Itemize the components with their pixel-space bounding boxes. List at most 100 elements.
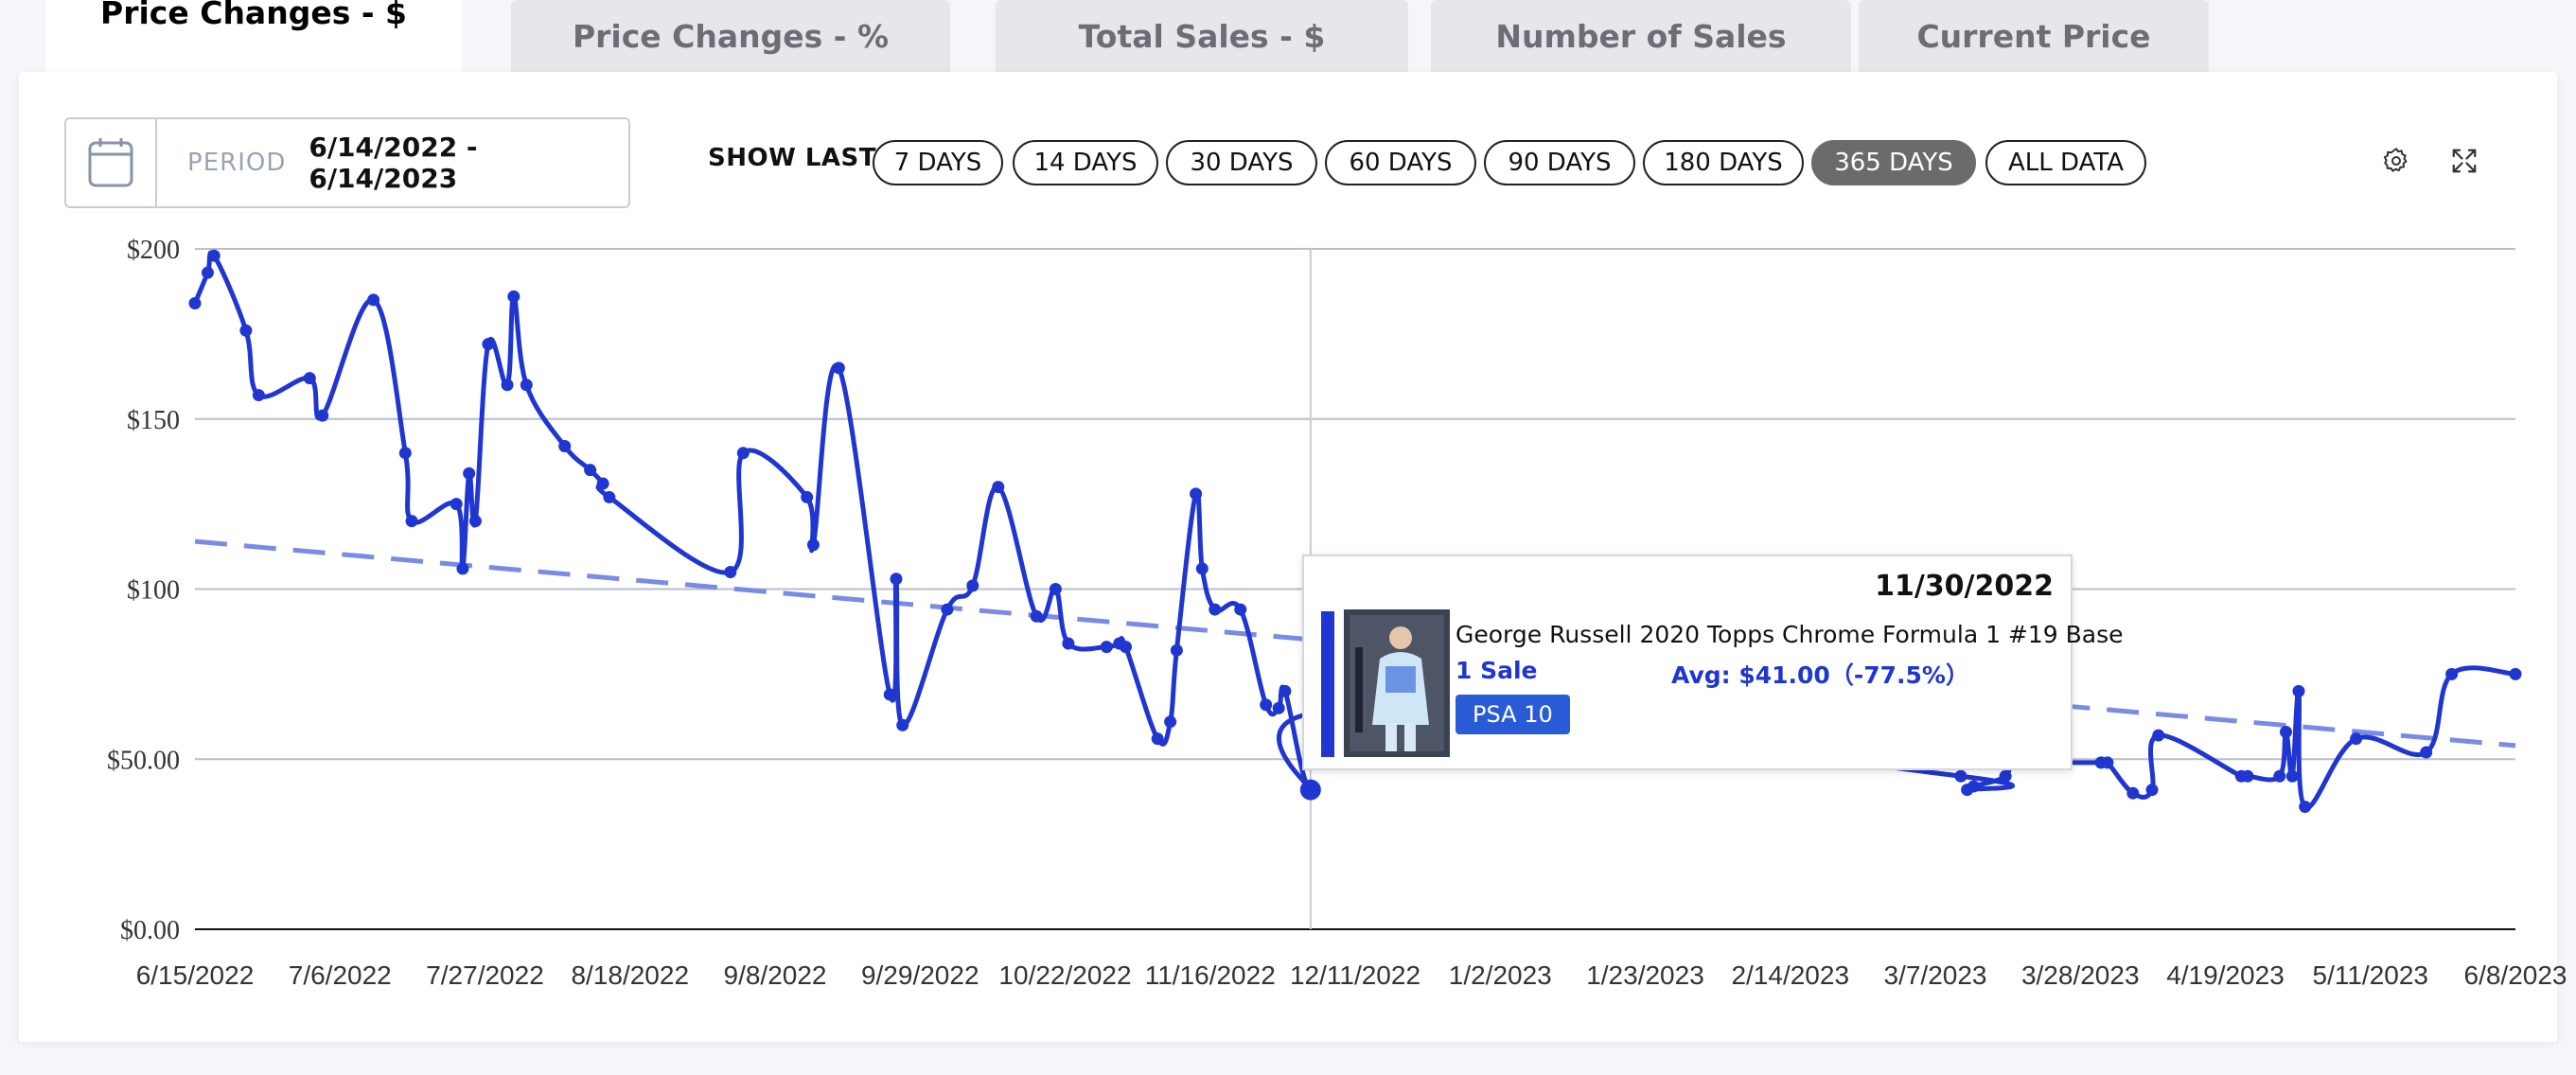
x-tick-label: 2/14/2023 xyxy=(1731,960,1849,990)
data-point[interactable] xyxy=(201,266,214,279)
data-point[interactable] xyxy=(188,297,202,310)
range-all-data-button[interactable]: ALL DATA xyxy=(1985,140,2146,185)
data-point[interactable] xyxy=(398,447,412,460)
hover-tooltip: 11/30/2022 George Russell 2020 Topps Chr… xyxy=(1302,555,2124,770)
tab-price-changes-percent[interactable]: Price Changes - % xyxy=(511,0,950,72)
x-tick-label: 12/11/2022 xyxy=(1290,960,1420,990)
data-point[interactable] xyxy=(966,579,979,592)
data-point[interactable] xyxy=(468,515,482,528)
data-point[interactable] xyxy=(1234,603,1247,616)
data-point[interactable] xyxy=(1062,637,1075,650)
data-point[interactable] xyxy=(1954,769,1967,783)
data-point[interactable] xyxy=(367,293,380,307)
data-point[interactable] xyxy=(724,566,737,579)
data-point[interactable] xyxy=(596,477,609,490)
range-365-days-button[interactable]: 365 DAYS xyxy=(1811,140,1976,185)
highlighted-point[interactable] xyxy=(1299,779,1321,801)
data-point[interactable] xyxy=(883,688,896,701)
range-7-days-button[interactable]: 7 DAYS xyxy=(873,140,1003,185)
data-point[interactable] xyxy=(239,324,253,337)
tab-current-price[interactable]: Current Price xyxy=(1859,0,2209,72)
data-point[interactable] xyxy=(2509,667,2522,680)
range-60-days-button[interactable]: 60 DAYS xyxy=(1325,140,1476,185)
x-tick-label: 3/28/2023 xyxy=(2021,960,2140,990)
data-point[interactable] xyxy=(463,467,476,480)
data-point[interactable] xyxy=(2126,786,2140,800)
data-point[interactable] xyxy=(1260,698,1273,712)
data-point[interactable] xyxy=(2350,732,2363,746)
data-point[interactable] xyxy=(1195,562,1209,575)
data-point[interactable] xyxy=(1164,715,1177,729)
data-point[interactable] xyxy=(1272,701,1285,714)
y-tick-label: $150 xyxy=(127,406,180,435)
data-point[interactable] xyxy=(801,490,814,503)
data-point[interactable] xyxy=(1190,487,1203,501)
x-tick-label: 10/22/2022 xyxy=(998,960,1131,990)
tooltip-accent-bar xyxy=(1321,611,1334,757)
data-point[interactable] xyxy=(832,361,845,375)
data-point[interactable] xyxy=(482,338,495,351)
data-point[interactable] xyxy=(1119,641,1132,654)
data-point[interactable] xyxy=(405,515,418,528)
data-point[interactable] xyxy=(2145,784,2159,797)
x-tick-label: 4/19/2023 xyxy=(2166,960,2285,990)
period-selector[interactable]: PERIOD 6/14/2022 - 6/14/2023 xyxy=(64,117,630,208)
data-point[interactable] xyxy=(2101,756,2114,769)
data-point[interactable] xyxy=(736,447,750,460)
data-point[interactable] xyxy=(1999,769,2012,783)
data-point[interactable] xyxy=(501,379,514,392)
data-point[interactable] xyxy=(1209,603,1222,616)
data-point[interactable] xyxy=(1100,641,1113,654)
range-90-days-button[interactable]: 90 DAYS xyxy=(1484,140,1635,185)
data-point[interactable] xyxy=(2152,729,2165,742)
data-point[interactable] xyxy=(2279,725,2292,738)
range-14-days-button[interactable]: 14 DAYS xyxy=(1013,140,1158,185)
tab-number-of-sales[interactable]: Number of Sales xyxy=(1431,0,1851,72)
data-point[interactable] xyxy=(2292,684,2305,697)
gear-icon[interactable] xyxy=(2379,144,2413,178)
x-tick-label: 7/6/2022 xyxy=(289,960,392,990)
data-point[interactable] xyxy=(603,490,616,503)
data-point[interactable] xyxy=(2273,769,2286,783)
data-point[interactable] xyxy=(1170,643,1183,657)
data-point[interactable] xyxy=(896,718,909,731)
tab-price-changes-dollar[interactable]: Price Changes - $ xyxy=(45,0,462,72)
y-tick-label: $0.00 xyxy=(120,916,180,945)
calendar-icon[interactable] xyxy=(66,119,158,206)
data-point[interactable] xyxy=(1967,780,1980,793)
data-point[interactable] xyxy=(941,603,954,616)
data-point[interactable] xyxy=(2420,746,2433,759)
data-point[interactable] xyxy=(806,538,820,552)
card-thumbnail xyxy=(1344,609,1450,757)
data-point[interactable] xyxy=(584,464,597,477)
expand-icon[interactable] xyxy=(2447,144,2481,178)
data-point[interactable] xyxy=(207,249,221,262)
data-point[interactable] xyxy=(316,409,329,422)
x-tick-label: 6/8/2023 xyxy=(2464,960,2567,990)
data-point[interactable] xyxy=(1279,684,1292,697)
data-point[interactable] xyxy=(1049,583,1062,595)
data-point[interactable] xyxy=(507,290,520,303)
data-point[interactable] xyxy=(1030,609,1043,623)
data-point[interactable] xyxy=(303,372,316,385)
data-point[interactable] xyxy=(2285,769,2299,783)
data-point[interactable] xyxy=(2241,769,2254,783)
data-point[interactable] xyxy=(520,379,533,392)
data-point[interactable] xyxy=(252,389,265,402)
data-point[interactable] xyxy=(1151,732,1164,746)
tab-total-sales[interactable]: Total Sales - $ xyxy=(996,0,1408,72)
tooltip-date: 11/30/2022 xyxy=(1875,570,2054,603)
x-tick-label: 1/2/2023 xyxy=(1449,960,1552,990)
data-point[interactable] xyxy=(450,498,463,511)
data-point[interactable] xyxy=(890,573,903,586)
data-point[interactable] xyxy=(992,481,1005,494)
range-30-days-button[interactable]: 30 DAYS xyxy=(1166,140,1317,185)
data-point[interactable] xyxy=(2445,667,2459,680)
range-180-days-button[interactable]: 180 DAYS xyxy=(1643,140,1804,185)
data-point[interactable] xyxy=(558,440,572,453)
grade-badge: PSA 10 xyxy=(1456,695,1570,734)
data-point[interactable] xyxy=(456,562,469,575)
trend-line xyxy=(194,538,2516,749)
data-point[interactable] xyxy=(2299,801,2312,814)
